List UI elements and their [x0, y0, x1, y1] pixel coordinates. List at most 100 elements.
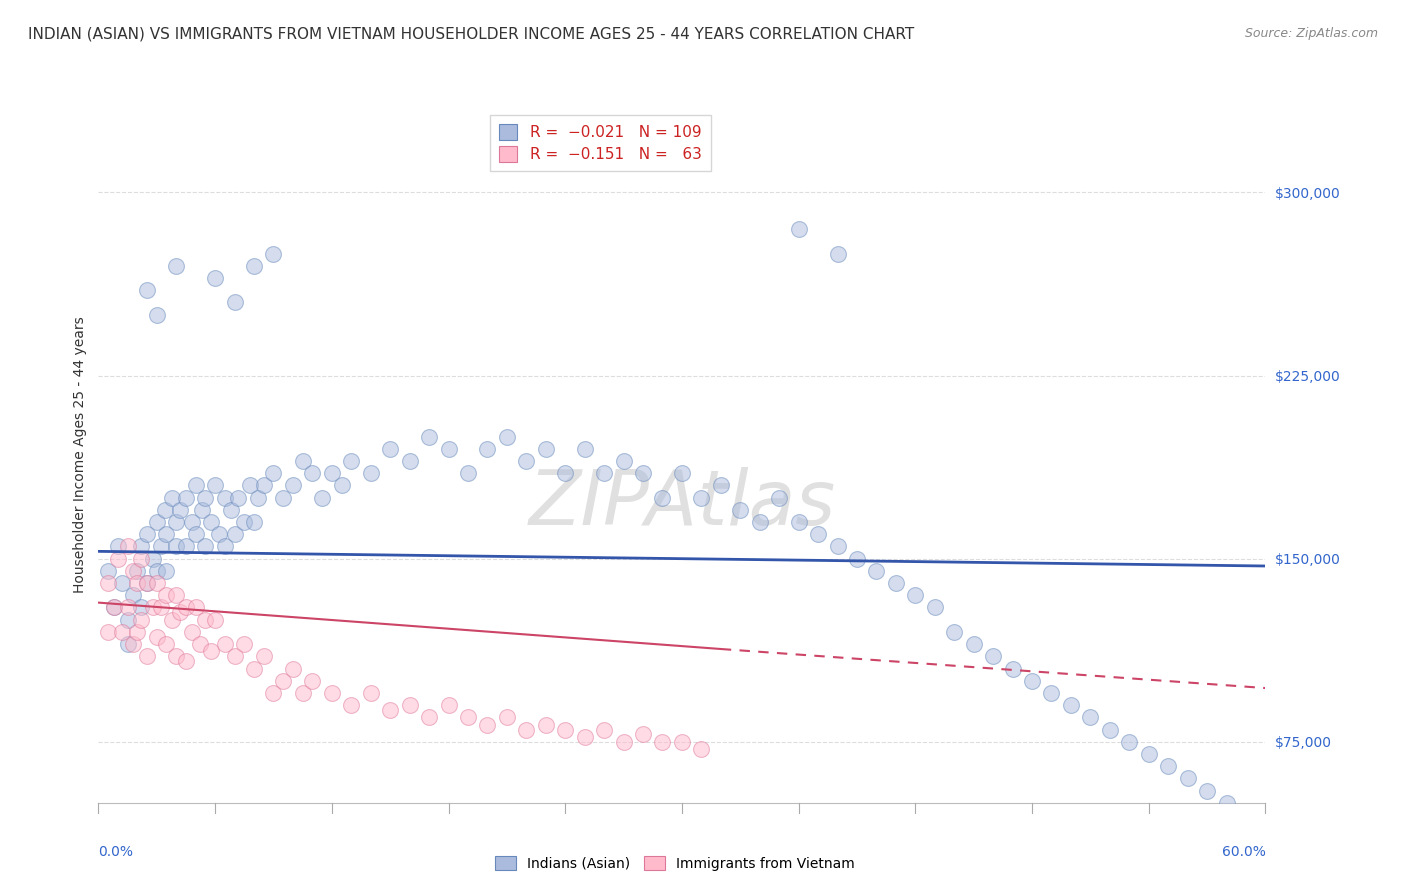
Point [671, 735, 693, 749]
Point [194, 540, 217, 554]
Point [477, 442, 499, 456]
Point [574, 730, 596, 744]
Point [787, 515, 810, 529]
Point [233, 515, 256, 529]
Point [418, 710, 440, 724]
Point [321, 686, 343, 700]
Point [200, 644, 222, 658]
Point [827, 246, 849, 260]
Y-axis label: Householder Income Ages 25 - 44 years: Householder Income Ages 25 - 44 years [73, 317, 87, 593]
Point [194, 491, 217, 505]
Point [281, 661, 304, 675]
Point [122, 588, 145, 602]
Point [204, 271, 226, 285]
Point [651, 735, 673, 749]
Point [1215, 796, 1237, 810]
Text: 60.0%: 60.0% [1222, 845, 1265, 858]
Point [1118, 735, 1140, 749]
Point [613, 735, 636, 749]
Point [174, 491, 197, 505]
Point [418, 429, 440, 443]
Point [129, 613, 152, 627]
Point [380, 703, 402, 717]
Point [437, 442, 460, 456]
Point [174, 540, 197, 554]
Point [690, 742, 713, 756]
Point [103, 600, 125, 615]
Point [165, 649, 187, 664]
Point [204, 613, 226, 627]
Point [554, 467, 576, 481]
Point [214, 491, 236, 505]
Point [651, 491, 673, 505]
Legend: R =  −0.021   N = 109, R =  −0.151   N =   63: R = −0.021 N = 109, R = −0.151 N = 63 [489, 115, 710, 171]
Point [155, 588, 177, 602]
Point [1080, 710, 1102, 724]
Point [127, 564, 149, 578]
Point [924, 600, 946, 615]
Point [943, 624, 966, 639]
Point [1098, 723, 1121, 737]
Point [477, 717, 499, 731]
Point [136, 649, 159, 664]
Point [214, 637, 236, 651]
Point [311, 491, 333, 505]
Point [246, 491, 269, 505]
Point [224, 649, 246, 664]
Point [1040, 686, 1063, 700]
Point [219, 503, 242, 517]
Point [904, 588, 927, 602]
Point [534, 717, 557, 731]
Point [103, 600, 125, 615]
Point [496, 710, 519, 724]
Point [360, 686, 382, 700]
Point [117, 613, 139, 627]
Point [748, 515, 770, 529]
Point [146, 630, 169, 644]
Point [194, 613, 217, 627]
Point [165, 259, 187, 273]
Point [807, 527, 830, 541]
Point [165, 515, 187, 529]
Point [136, 527, 159, 541]
Point [281, 478, 304, 492]
Point [710, 478, 733, 492]
Point [457, 710, 479, 724]
Point [200, 515, 222, 529]
Point [291, 454, 314, 468]
Point [239, 478, 262, 492]
Point [243, 661, 266, 675]
Point [153, 503, 176, 517]
Point [515, 454, 537, 468]
Point [271, 491, 294, 505]
Point [122, 564, 145, 578]
Point [1177, 772, 1199, 786]
Point [180, 624, 202, 639]
Point [340, 454, 363, 468]
Point [360, 467, 382, 481]
Point [162, 491, 184, 505]
Point [107, 551, 129, 566]
Point [574, 442, 596, 456]
Point [190, 503, 212, 517]
Point [214, 540, 236, 554]
Point [97, 624, 120, 639]
Point [321, 467, 343, 481]
Point [174, 600, 197, 615]
Point [111, 624, 134, 639]
Point [593, 723, 616, 737]
Point [122, 637, 145, 651]
Point [243, 259, 266, 273]
Point [846, 551, 869, 566]
Point [111, 576, 134, 591]
Point [117, 540, 139, 554]
Point [496, 429, 519, 443]
Point [127, 624, 149, 639]
Point [208, 527, 231, 541]
Point [165, 588, 187, 602]
Point [165, 540, 187, 554]
Legend: Indians (Asian), Immigrants from Vietnam: Indians (Asian), Immigrants from Vietnam [489, 850, 860, 876]
Point [127, 576, 149, 591]
Point [262, 246, 284, 260]
Point [1157, 759, 1180, 773]
